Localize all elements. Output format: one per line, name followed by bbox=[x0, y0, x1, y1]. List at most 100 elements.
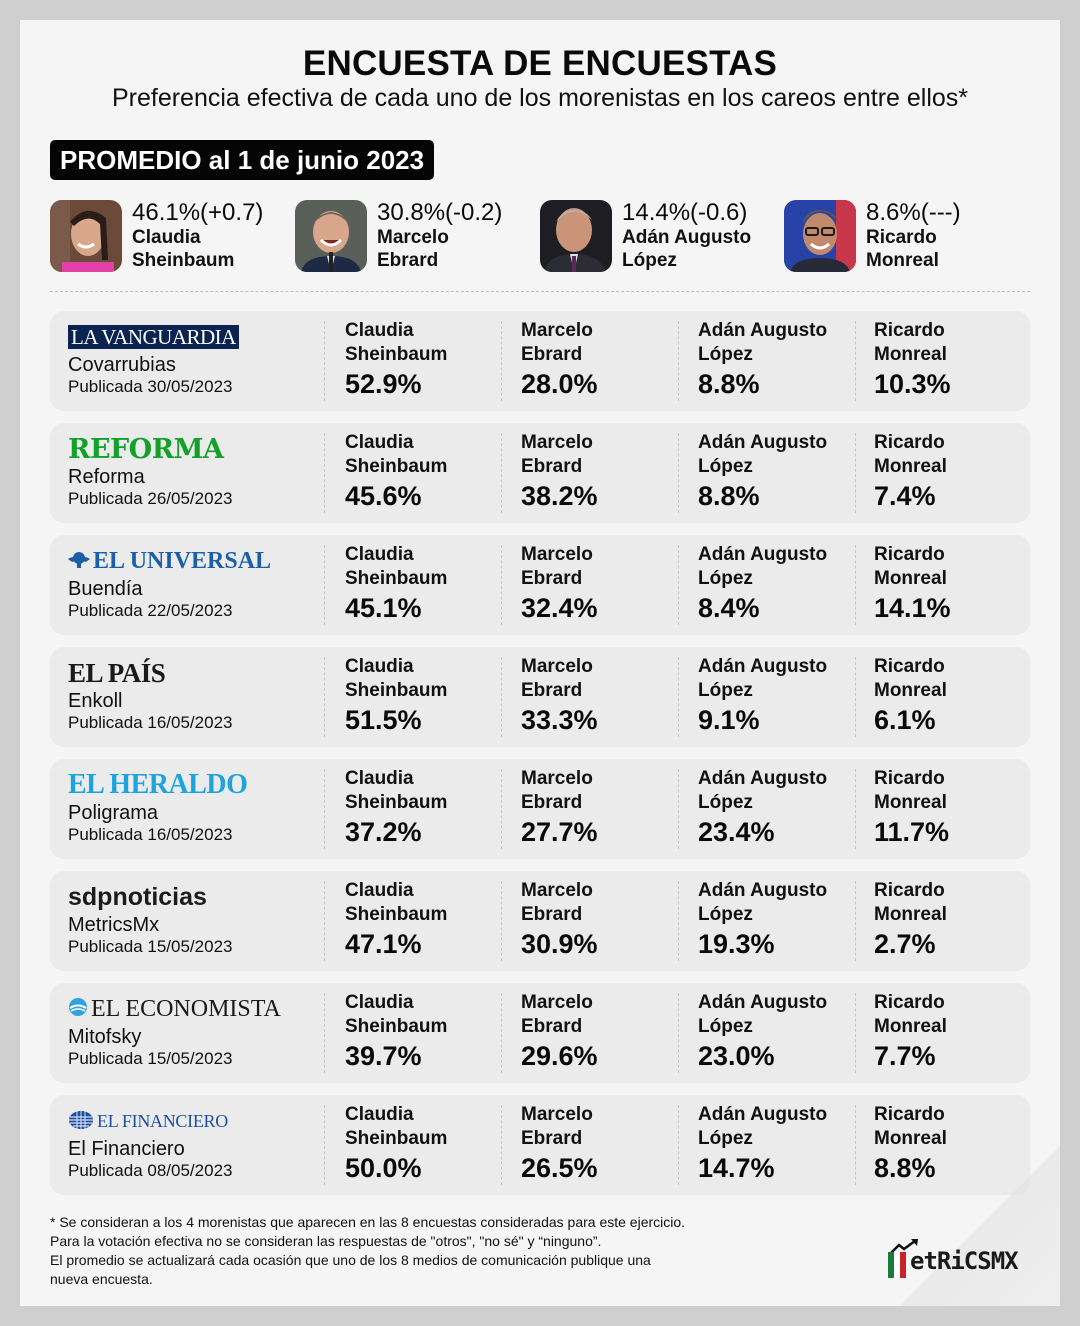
poll-value-ebrard: Marcelo Ebrard 30.9% bbox=[521, 879, 598, 960]
percentage: 39.7% bbox=[345, 1041, 422, 1071]
pollster-name: Buendía bbox=[68, 578, 143, 600]
poll-value-lopez: Adán Augusto López 9.1% bbox=[698, 655, 827, 736]
candidate-label: Ricardo bbox=[874, 1104, 945, 1125]
poll-value-ebrard: Marcelo Ebrard 29.6% bbox=[521, 991, 598, 1072]
column-divider bbox=[501, 1105, 502, 1185]
candidate-label: Marcelo bbox=[521, 992, 593, 1013]
column-divider bbox=[855, 545, 856, 625]
candidate-label: Ricardo bbox=[874, 320, 945, 341]
poll-value-monreal: Ricardo Monreal 7.7% bbox=[874, 991, 947, 1072]
column-divider bbox=[678, 657, 679, 737]
percentage: 32.4% bbox=[521, 593, 598, 623]
candidate-label: Marcelo bbox=[521, 768, 593, 789]
candidate-label: López bbox=[698, 680, 753, 701]
candidate-label: López bbox=[698, 568, 753, 589]
average-value: 8.6%(---) bbox=[866, 199, 961, 226]
column-divider bbox=[855, 321, 856, 401]
average-value: 46.1%(+0.7) bbox=[132, 199, 264, 226]
percentage: 8.8% bbox=[874, 1153, 936, 1183]
column-divider bbox=[324, 545, 325, 625]
candidate-label: Sheinbaum bbox=[345, 456, 448, 477]
globe-icon bbox=[68, 1109, 94, 1134]
poll-value-lopez: Adán Augusto López 14.7% bbox=[698, 1103, 827, 1184]
column-divider bbox=[501, 657, 502, 737]
poll-value-lopez: Adán Augusto López 8.8% bbox=[698, 319, 827, 400]
column-divider bbox=[324, 1105, 325, 1185]
poll-value-ebrard: Marcelo Ebrard 27.7% bbox=[521, 767, 598, 848]
candidate-label: Marcelo bbox=[521, 432, 593, 453]
publish-date: Publicada 16/05/2023 bbox=[68, 713, 233, 732]
publish-date: Publicada 30/05/2023 bbox=[68, 377, 233, 396]
poll-value-sheinbaum: Claudia Sheinbaum 50.0% bbox=[345, 1103, 447, 1184]
candidate-name: Ricardo bbox=[866, 227, 937, 248]
infographic-sheet: ENCUESTA DE ENCUESTAS Preferencia efecti… bbox=[20, 20, 1060, 1306]
pollster-name: El Financiero bbox=[68, 1138, 185, 1160]
percentage: 6.1% bbox=[874, 705, 936, 735]
column-divider bbox=[501, 769, 502, 849]
candidate-label: Claudia bbox=[345, 544, 414, 565]
eagle-globe-icon bbox=[68, 549, 90, 574]
average-item-lopez: 14.4%(-0.6) Adán Augusto López bbox=[540, 200, 751, 274]
percentage: 45.6% bbox=[345, 481, 422, 511]
el-heraldo-logo: EL HERALDO bbox=[68, 769, 248, 800]
candidate-label: López bbox=[698, 344, 753, 365]
candidate-label: Marcelo bbox=[521, 656, 593, 677]
candidate-label: Ebrard bbox=[521, 1016, 583, 1037]
metricsmx-logo: etRiCSMX bbox=[888, 1238, 1038, 1280]
percentage: 23.4% bbox=[698, 817, 775, 847]
column-divider bbox=[324, 657, 325, 737]
candidate-label: Sheinbaum bbox=[345, 1128, 448, 1149]
candidate-label: Ebrard bbox=[521, 456, 583, 477]
candidate-label: Claudia bbox=[345, 768, 414, 789]
candidate-name: Marcelo bbox=[377, 227, 449, 248]
pollster-name: Enkoll bbox=[68, 690, 123, 712]
trend-arrow-icon bbox=[890, 1238, 920, 1259]
candidate-label: Adán Augusto bbox=[698, 320, 828, 341]
candidate-label: Claudia bbox=[345, 880, 414, 901]
footnote-line: El promedio se actualizará cada ocasión … bbox=[50, 1252, 651, 1268]
candidate-label: Sheinbaum bbox=[345, 792, 448, 813]
poll-row-reforma: REFORMA Reforma Publicada 26/05/2023 Cla… bbox=[50, 423, 1030, 523]
poll-value-monreal: Ricardo Monreal 2.7% bbox=[874, 879, 947, 960]
poll-value-ebrard: Marcelo Ebrard 33.3% bbox=[521, 655, 598, 736]
candidate-label: Adán Augusto bbox=[698, 1104, 828, 1125]
candidate-label: Ebrard bbox=[521, 568, 583, 589]
pollster-name: Mitofsky bbox=[68, 1026, 142, 1048]
poll-value-lopez: Adán Augusto López 8.4% bbox=[698, 543, 827, 624]
percentage: 51.5% bbox=[345, 705, 422, 735]
poll-value-monreal: Ricardo Monreal 10.3% bbox=[874, 319, 951, 400]
candidate-label: Sheinbaum bbox=[345, 904, 448, 925]
candidate-label: Sheinbaum bbox=[345, 344, 448, 365]
el-universal-logo: EL UNIVERSAL bbox=[93, 547, 272, 574]
poll-value-ebrard: Marcelo Ebrard 38.2% bbox=[521, 431, 598, 512]
poll-value-sheinbaum: Claudia Sheinbaum 47.1% bbox=[345, 879, 447, 960]
average-value: 14.4%(-0.6) bbox=[622, 199, 748, 226]
pollster-name: Covarrubias bbox=[68, 354, 176, 376]
poll-value-lopez: Adán Augusto López 19.3% bbox=[698, 879, 827, 960]
column-divider bbox=[678, 545, 679, 625]
candidate-label: Sheinbaum bbox=[345, 680, 448, 701]
column-divider bbox=[855, 657, 856, 737]
pollster-name: Poligrama bbox=[68, 802, 159, 824]
poll-value-monreal: Ricardo Monreal 8.8% bbox=[874, 1103, 947, 1184]
candidate-label: Adán Augusto bbox=[698, 544, 828, 565]
candidate-label: Monreal bbox=[874, 1128, 947, 1149]
poll-value-lopez: Adán Augusto López 23.4% bbox=[698, 767, 827, 848]
average-value: 30.8%(-0.2) bbox=[377, 199, 503, 226]
percentage: 10.3% bbox=[874, 369, 951, 399]
poll-row-sdpnoticias: sdpnoticias MetricsMx Publicada 15/05/20… bbox=[50, 871, 1030, 971]
pollster-name: Reforma bbox=[68, 466, 145, 488]
percentage: 45.1% bbox=[345, 593, 422, 623]
candidate-label: Sheinbaum bbox=[345, 1016, 448, 1037]
candidate-label: Marcelo bbox=[521, 320, 593, 341]
percentage: 7.4% bbox=[874, 481, 936, 511]
column-divider bbox=[678, 1105, 679, 1185]
candidate-label: Adán Augusto bbox=[698, 656, 828, 677]
column-divider bbox=[678, 881, 679, 961]
poll-value-lopez: Adán Augusto López 8.8% bbox=[698, 431, 827, 512]
candidate-label: Ebrard bbox=[521, 344, 583, 365]
candidate-label: Adán Augusto bbox=[698, 432, 828, 453]
publish-date: Publicada 15/05/2023 bbox=[68, 937, 233, 956]
percentage: 9.1% bbox=[698, 705, 760, 735]
footnote: * Se consideran a los 4 morenistas que a… bbox=[50, 1213, 810, 1289]
